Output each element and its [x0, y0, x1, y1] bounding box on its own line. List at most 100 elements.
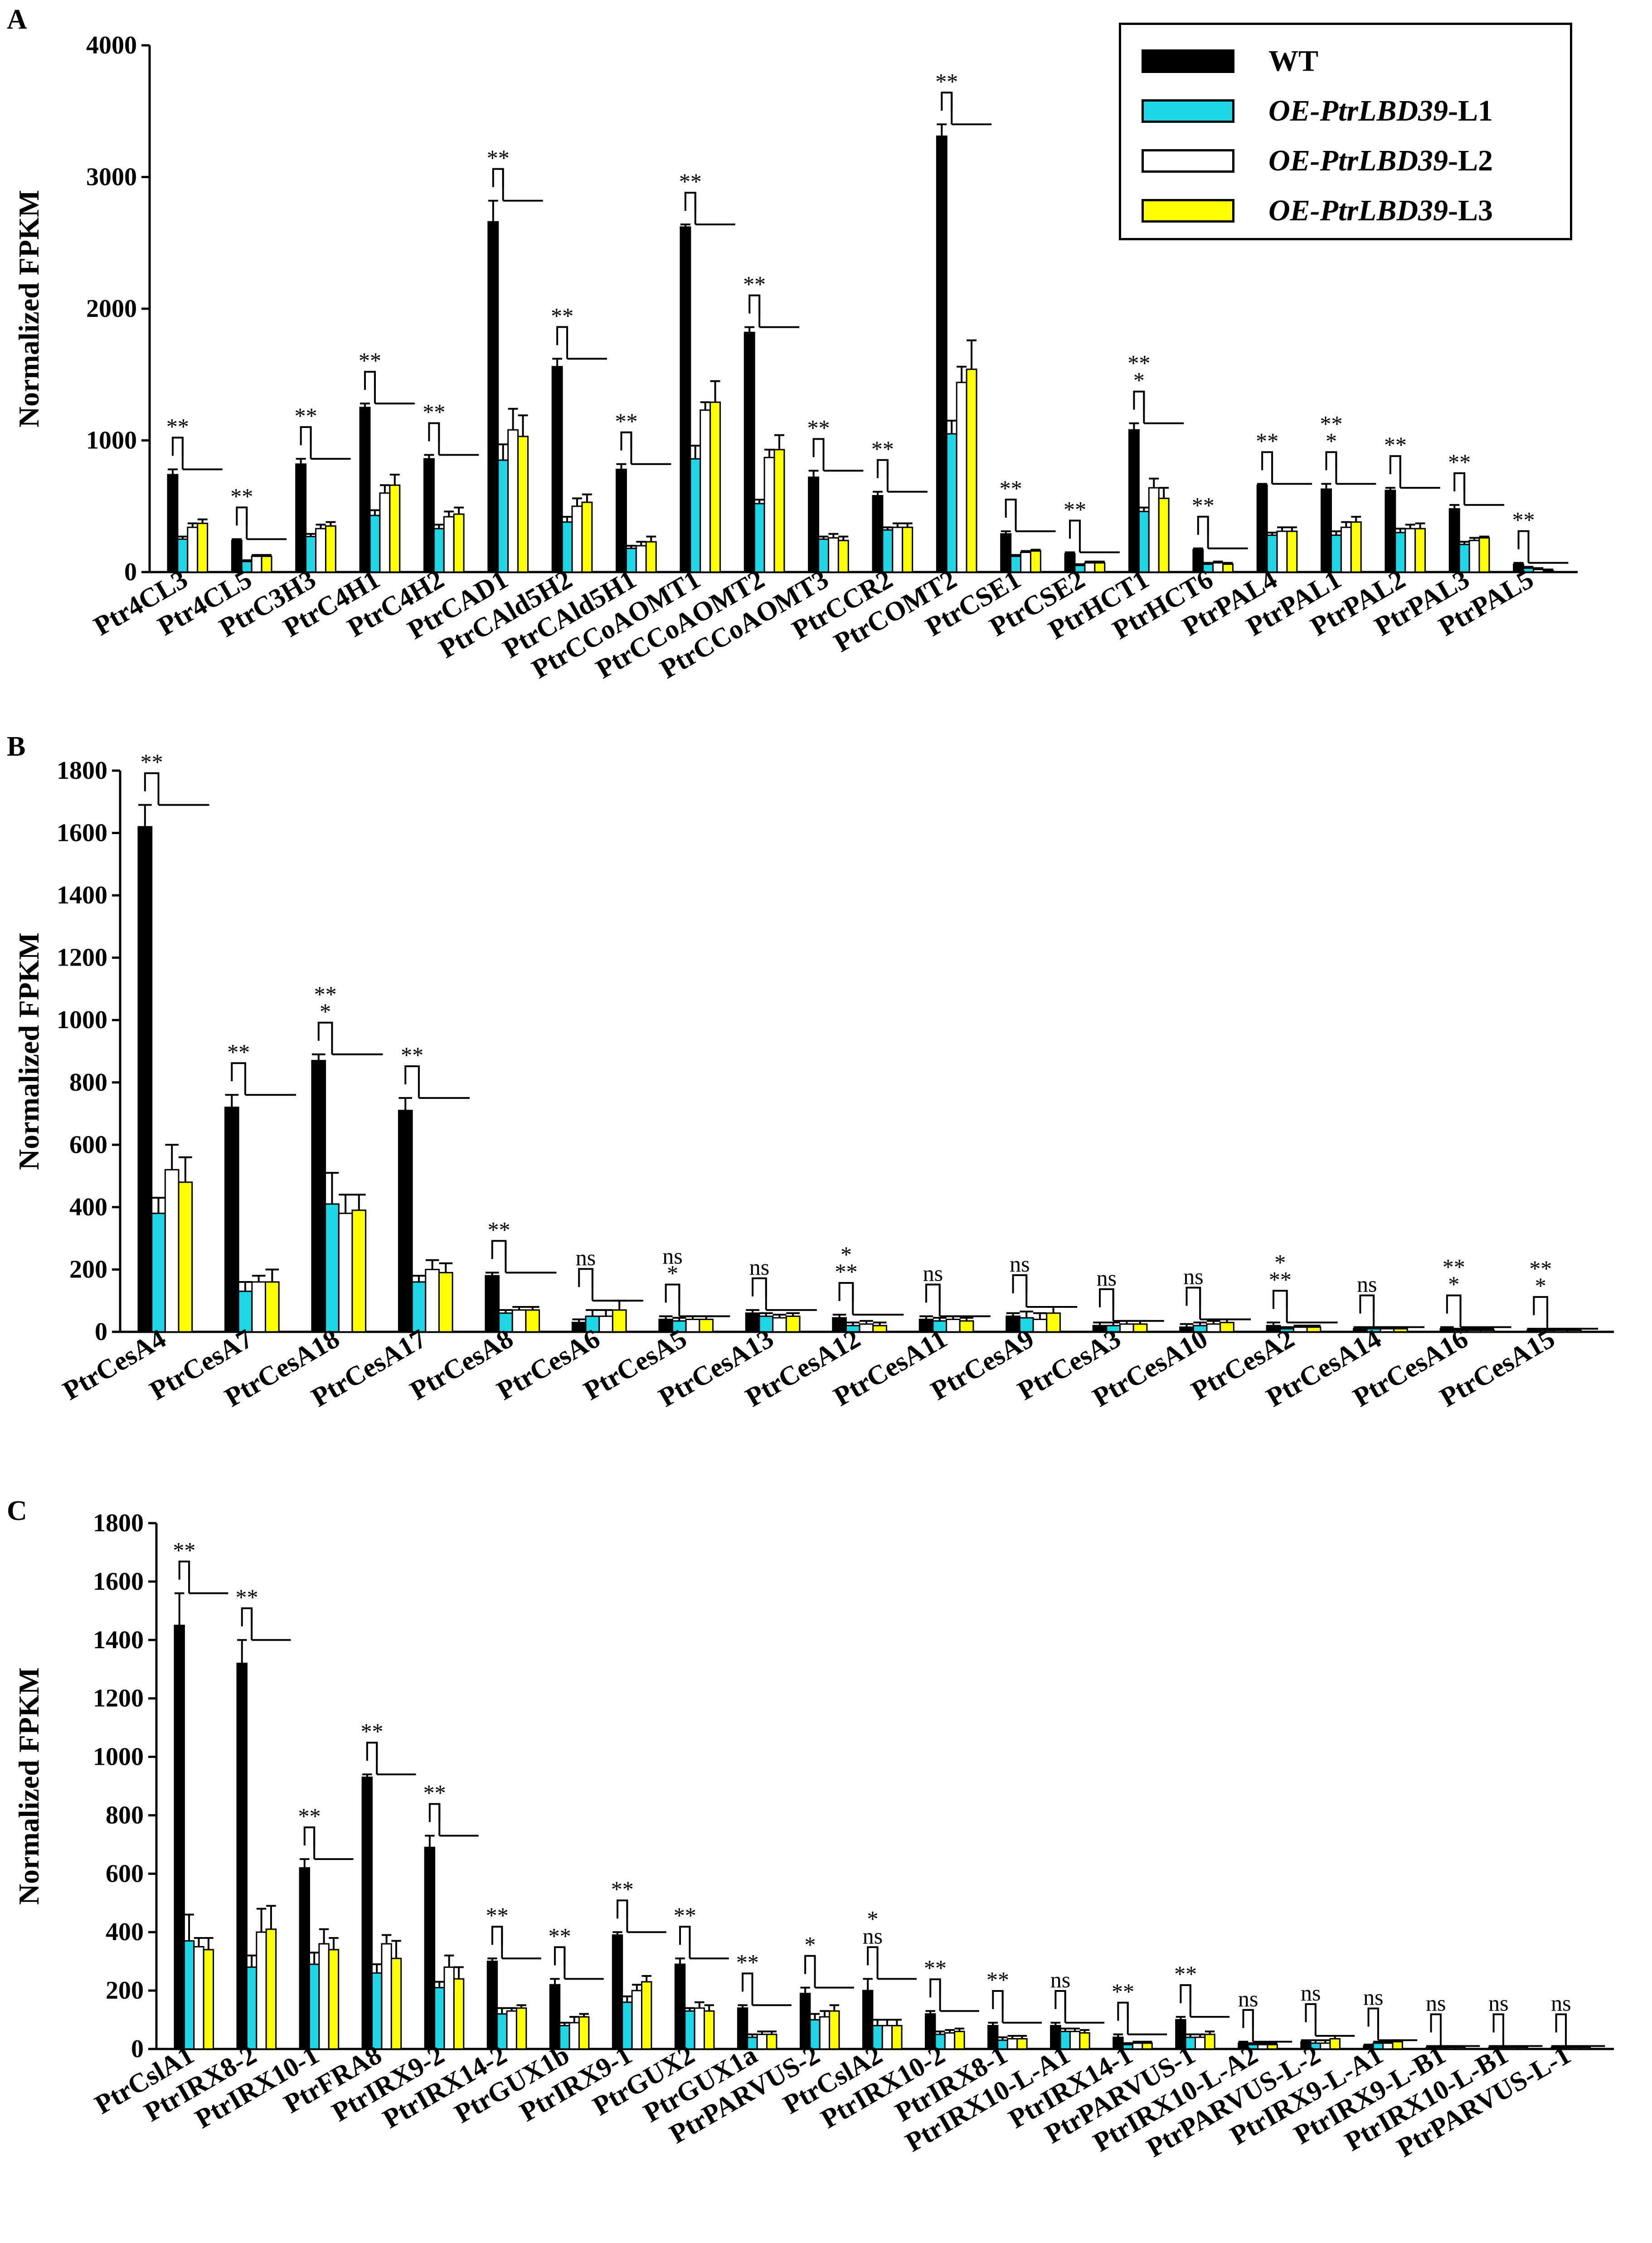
bar-a-17-l3	[1286, 530, 1298, 573]
sig-line-a-4	[438, 423, 479, 456]
sig-label-c-11-0: ns	[863, 1923, 883, 1948]
sig-line-c-1	[251, 1608, 291, 1641]
bar-b-0-l2	[164, 1169, 180, 1333]
sig-line-a-10	[822, 439, 864, 472]
sig-label-c-6-0: **	[549, 1923, 571, 1948]
bar-a-20-wt	[1448, 508, 1460, 573]
bar-c-12-l3	[954, 2030, 965, 2050]
sig-label-b-8-1: *	[841, 1242, 852, 1267]
bar-b-9-l3	[959, 1320, 974, 1333]
sig-label-c-0-0: **	[173, 1538, 195, 1563]
sig-bracket-a-20	[1453, 472, 1466, 491]
sig-line-a-14	[1079, 520, 1120, 553]
y-tick-label-b-9: 1800	[57, 757, 107, 785]
sig-label-c-4-0: **	[423, 1780, 446, 1806]
sig-label-a-11-0: **	[871, 436, 894, 461]
y-axis-title-a: Normalized FPKM	[13, 190, 45, 427]
sig-label-b-7-0: ns	[749, 1254, 769, 1280]
bar-c-14-l2	[1069, 2030, 1081, 2050]
sig-label-b-14-0: ns	[1357, 1272, 1377, 1297]
bar-a-7-l3	[645, 541, 657, 573]
bar-c-7-wt	[612, 1934, 623, 2050]
bar-c-18-l3	[1329, 2038, 1341, 2050]
sig-line-c-18	[1314, 2004, 1355, 2037]
bar-b-1-l1	[238, 1291, 253, 1333]
bar-c-17-l2	[1257, 2044, 1268, 2050]
sig-label-b-3-0: **	[401, 1042, 423, 1068]
bar-c-8-l3	[704, 2010, 715, 2050]
bar-c-3-l1	[371, 1972, 383, 2050]
bar-c-22-l3	[1579, 2047, 1591, 2050]
sig-line-b-0	[157, 773, 209, 806]
bar-c-5-wt	[486, 1961, 498, 2050]
sig-line-c-9	[751, 1973, 792, 2006]
bar-b-11-l2	[1119, 1323, 1134, 1333]
bar-a-15-l2	[1148, 487, 1160, 573]
bar-b-10-l2	[1032, 1318, 1048, 1333]
sig-bracket-b-11	[1099, 1288, 1114, 1307]
sig-label-a-13-0: **	[1000, 476, 1022, 501]
sig-bracket-b-6	[665, 1283, 680, 1303]
sig-label-b-8-0: **	[835, 1259, 857, 1284]
bar-c-11-l3	[891, 2025, 903, 2050]
sig-label-c-16-0: **	[1174, 1961, 1197, 1986]
bar-c-4-wt	[424, 1846, 436, 2050]
y-tick-label-b-7: 1400	[57, 881, 107, 909]
y-tick-label-c-6: 1200	[93, 1685, 144, 1713]
sig-label-c-10-0: *	[804, 1932, 816, 1957]
y-tick-label-b-4: 800	[69, 1068, 107, 1097]
sig-bracket-c-19	[1367, 2007, 1379, 2027]
sig-label-a-10-0: **	[807, 415, 830, 440]
sig-label-a-7-0: **	[615, 408, 637, 434]
legend-swatch-l2	[1142, 149, 1234, 173]
bar-b-12-l3	[1220, 1321, 1234, 1333]
legend-swatch-l1	[1142, 99, 1234, 123]
sig-bracket-c-6	[554, 1946, 566, 1966]
bar-b-12-l2	[1206, 1323, 1221, 1333]
sig-bracket-c-18	[1305, 2003, 1317, 2022]
bar-a-3-l2	[379, 492, 391, 573]
sig-bracket-c-1	[241, 1607, 253, 1626]
sig-line-c-8	[689, 1927, 729, 1960]
bar-b-14-l3	[1393, 1328, 1408, 1333]
bar-b-15-l3	[1480, 1330, 1495, 1333]
sig-line-a-5	[502, 169, 543, 202]
sig-label-b-2-0: *	[320, 999, 331, 1024]
sig-label-c-1-0: **	[235, 1584, 258, 1610]
bar-a-5-l1	[497, 459, 509, 573]
sig-label-a-18-1: **	[1320, 411, 1342, 436]
sig-bracket-a-3	[364, 371, 376, 390]
sig-bracket-c-3	[366, 1742, 378, 1761]
bar-c-21-l2	[1507, 2047, 1519, 2050]
y-tick-label-c-7: 1400	[93, 1626, 144, 1654]
sig-label-a-4-0: **	[423, 399, 445, 424]
bar-a-19-l3	[1414, 528, 1426, 573]
y-tick-label-c-1: 200	[106, 1976, 144, 2005]
sig-line-b-10	[1025, 1275, 1078, 1308]
bar-c-6-l3	[578, 2016, 590, 2050]
bar-c-2-wt	[299, 1867, 310, 2050]
sig-label-b-6-0: *	[667, 1261, 678, 1286]
sig-bracket-c-5	[491, 1926, 503, 1945]
bar-a-13-l2	[1020, 551, 1031, 573]
bar-a-1-l3	[261, 555, 272, 573]
y-axis-title-b: Normalized FPKM	[13, 932, 45, 1170]
sig-label-c-17-0: ns	[1238, 1986, 1258, 2011]
bar-a-4-l2	[443, 516, 455, 573]
bar-c-19-l2	[1382, 2042, 1394, 2050]
bar-c-7-l3	[641, 1981, 652, 2050]
sig-bracket-a-1	[236, 506, 248, 526]
bar-c-10-l3	[829, 2010, 840, 2050]
bar-a-10-l2	[827, 537, 839, 573]
bar-a-12-wt	[936, 135, 947, 573]
sig-bracket-c-0	[178, 1560, 190, 1580]
bar-c-2-l1	[308, 1963, 320, 2050]
bar-a-17-l1	[1266, 534, 1278, 573]
sig-label-a-16-0: **	[1192, 493, 1215, 518]
bar-a-4-l3	[453, 513, 465, 573]
bar-b-0-l1	[151, 1213, 166, 1333]
y-tick-label-c-4: 800	[106, 1801, 144, 1829]
sig-label-c-12-0: **	[924, 1955, 947, 1981]
sig-line-c-16	[1189, 1985, 1230, 2018]
sig-bracket-b-7	[752, 1277, 767, 1296]
